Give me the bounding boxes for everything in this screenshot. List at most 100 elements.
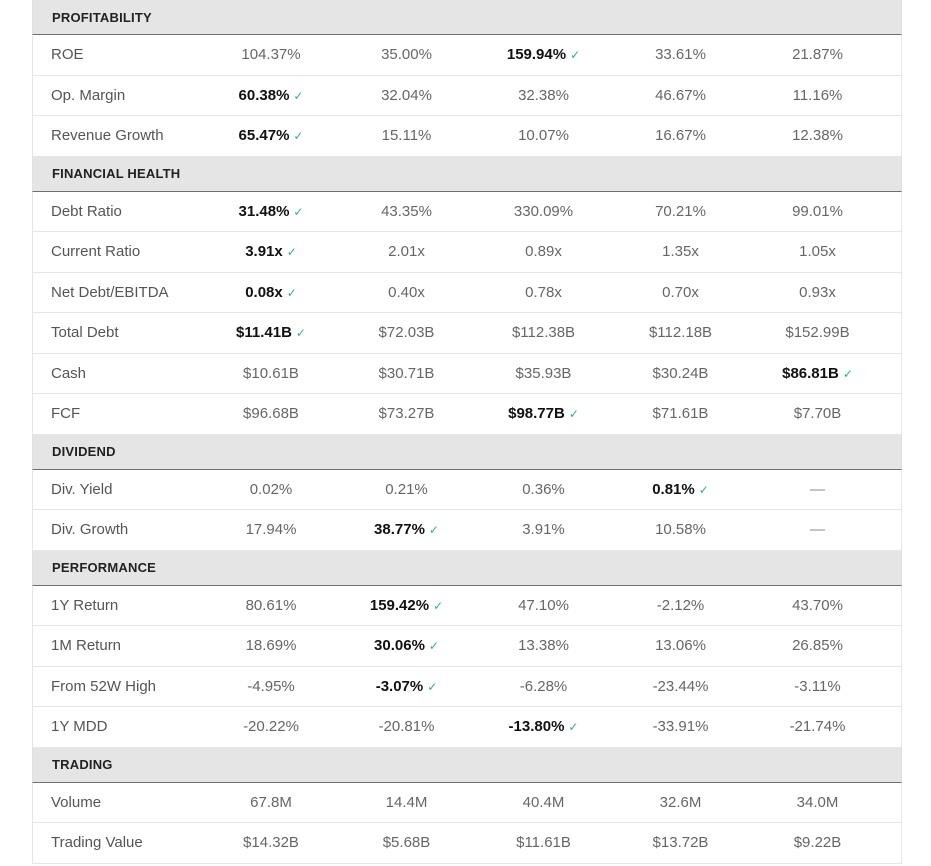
value-cell: -23.44% [612,678,749,695]
value-text: 67.8M [250,793,292,811]
value-text: 80.61% [245,596,297,614]
value-text: $11.41B [236,324,292,342]
value-cell: 1.35x [612,243,749,260]
value-text: 0.70x [662,283,699,301]
value-text: 21.87% [792,46,843,64]
value-text: 43.35% [381,202,432,220]
table-row: Volume 67.8M 14.4M 40.4M 32.6M 34.0M [32,782,902,823]
value-text: 33.61% [655,46,706,64]
value-text: 13.38% [518,637,569,655]
value-text: 0.36% [522,480,565,498]
value-cell: 0.02% [204,481,338,498]
value-cell: 159.94% ✓ [475,46,612,63]
value-text: 0.02% [249,480,293,498]
value-text: 40.4M [522,793,565,811]
value-text: 11.16% [792,86,843,104]
check-icon: ✓ [568,407,579,422]
value-text: 1.35x [662,243,699,261]
check-icon: ✓ [293,88,304,103]
section-header-performance: PERFORMANCE [32,550,902,586]
value-text: 12.38% [792,127,843,145]
value-cell: -33.91% [612,718,749,735]
value-text: -20.81% [378,718,435,736]
value-text: 0.93x [799,283,836,301]
value-text: -6.28% [519,677,568,695]
value-text: 0.78x [525,283,562,301]
value-cell: 17.94% [204,521,338,538]
value-cell: 99.01% [749,203,886,220]
value-text: $152.99B [785,324,850,342]
value-text: 34.0M [796,793,839,811]
value-cell: 0.40x [338,284,475,301]
value-text: 159.42% [369,596,430,614]
value-cell: 0.36% [475,481,612,498]
value-text: $14.32B [243,834,299,852]
value-cell: 0.81% ✓ [612,481,749,498]
value-text: $71.61B [652,405,709,423]
value-cell: $152.99B [749,324,886,341]
check-icon: ✓ [286,285,297,300]
check-icon: ✓ [295,326,306,341]
value-text: -2.12% [656,596,705,614]
value-text: -3.11% [794,677,841,695]
table-row: Debt Ratio 31.48% ✓ 43.35% 330.09% 70.21% 99.0… [32,191,902,232]
table-row: Div. Growth 17.94% 38.77% ✓ 3.91% 10.58% — [32,510,902,551]
value-text: 43.70% [792,596,843,614]
value-text: -20.22% [243,718,299,736]
value-cell: $5.68B [338,834,475,851]
section-header-dividend: DIVIDEND [32,434,902,470]
value-text: 46.67% [655,86,706,104]
value-cell: 13.06% [612,637,749,654]
value-text: 1.05x [799,243,836,261]
value-cell: -3.07% ✓ [338,678,475,695]
value-text: 10.07% [518,127,569,145]
value-cell: 38.77% ✓ [338,521,475,538]
check-icon: ✓ [293,204,304,219]
value-cell: 46.67% [612,87,749,104]
value-cell: 0.93x [749,284,886,301]
value-cell: 330.09% [475,203,612,220]
value-cell: 0.89x [475,243,612,260]
metric-label: ROE [51,46,84,64]
value-text: 16.67% [655,127,706,145]
metric-label: Revenue Growth [51,127,164,145]
value-text: 13.06% [655,637,706,655]
metric-label: Cash [51,364,87,382]
metric-label: Debt Ratio [51,202,122,220]
value-text: $10.61B [243,364,299,382]
value-cell: 15.11% [338,127,475,144]
value-text: 0.40x [388,283,425,301]
table-row: 1Y MDD -20.22% -20.81% -13.80% ✓ -33.91% -21.7… [32,707,902,748]
value-text: 30.06% [374,637,425,655]
value-text: 330.09% [513,202,574,220]
value-cell: 104.37% [204,46,338,63]
value-cell: 3.91% [475,521,612,538]
metric-label: Trading Value [51,834,143,852]
value-cell: 32.04% [338,87,475,104]
value-text: 3.91x [245,243,283,261]
value-cell: 32.38% [475,87,612,104]
value-cell: 65.47% ✓ [204,127,338,144]
value-text: 38.77% [374,521,425,539]
value-cell: 33.61% [612,46,749,63]
value-text: 14.4M [385,793,428,811]
value-text: 65.47% [238,127,290,145]
value-cell: 21.87% [749,46,886,63]
value-text: $73.27B [378,405,435,423]
table-row: 1M Return 18.69% 30.06% ✓ 13.38% 13.06% 26.85% [32,626,902,667]
value-cell: 30.06% ✓ [338,637,475,654]
value-cell: 34.0M [749,794,886,811]
metric-label: 1Y MDD [51,718,108,736]
value-cell: $72.03B [338,324,475,341]
metric-label: Current Ratio [51,243,141,261]
value-cell: 43.70% [749,597,886,614]
value-text: $86.81B [782,364,839,382]
value-text: 15.11% [381,127,432,145]
table-row: FCF $96.68B $73.27B $98.77B ✓ $71.61B $7.70B [32,394,902,435]
value-cell: -2.12% [612,597,749,614]
value-cell: 10.58% [612,521,749,538]
section-header-financial-health: FINANCIAL HEALTH [32,156,902,192]
value-text: $13.72B [652,834,709,852]
value-cell: 26.85% [749,637,886,654]
metric-label: 1M Return [51,637,122,655]
